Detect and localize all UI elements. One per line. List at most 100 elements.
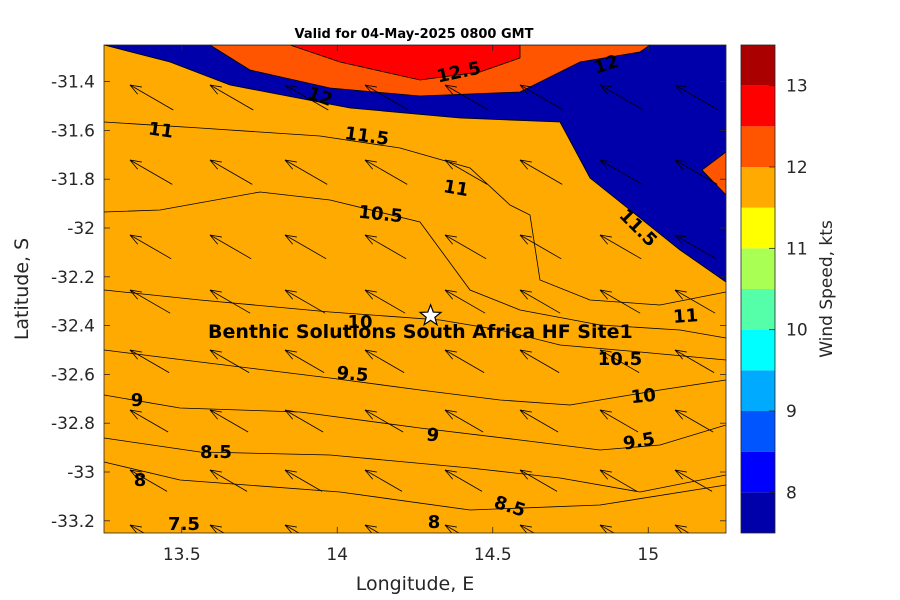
contour-label: 11	[672, 305, 698, 328]
colorbar-tick-label: 11	[786, 239, 808, 259]
wind-arrow	[209, 289, 251, 314]
wind-arrow	[444, 234, 487, 260]
site-star-marker	[418, 303, 443, 327]
colorbar-swatch	[741, 492, 775, 533]
wind-arrow	[284, 349, 325, 373]
wind-arrow	[444, 349, 485, 373]
colorbar-label: Wind Speed, kts	[817, 220, 837, 358]
contour-line	[209, 45, 651, 97]
y-tick-label: -32.4	[51, 317, 95, 337]
wind-arrow	[674, 469, 713, 492]
wind-arrow	[519, 234, 562, 260]
wind-arrow	[674, 84, 719, 111]
wind-arrow	[599, 159, 643, 185]
wind-arrow	[364, 349, 405, 373]
wind-arrow	[129, 84, 174, 111]
contour-line	[104, 45, 726, 283]
colorbar-swatch	[741, 45, 775, 86]
wind-arrow	[129, 234, 172, 260]
colorbar-tick-label: 10	[786, 321, 808, 341]
colorbar-swatch	[741, 126, 775, 167]
contour-band	[290, 45, 520, 80]
wind-arrow	[364, 159, 408, 185]
wind-arrow	[519, 159, 563, 185]
wind-arrow	[209, 234, 252, 260]
x-tick-label: 13.5	[163, 545, 201, 565]
wind-arrow	[444, 159, 488, 185]
wind-arrow	[129, 349, 170, 373]
colorbar-swatch	[741, 248, 775, 289]
wind-arrow	[129, 289, 171, 314]
contour-label: 9	[131, 390, 144, 411]
x-tick-label: 14	[326, 545, 348, 565]
wind-arrow	[519, 349, 560, 373]
wind-arrow	[599, 84, 644, 111]
wind-arrow	[519, 469, 558, 492]
wind-arrow	[599, 349, 640, 373]
contour-line	[104, 437, 726, 493]
site-label: Benthic Solutions South Africa HF Site1	[208, 321, 633, 343]
contour-label: 10	[347, 312, 372, 333]
wind-arrow	[599, 234, 642, 260]
wind-arrow	[444, 289, 486, 314]
wind-arrow	[209, 349, 250, 373]
wind-arrow	[364, 234, 407, 260]
chart-title: Valid for 04-May-2025 0800 GMT	[295, 27, 534, 42]
y-tick-label: -33.2	[51, 512, 95, 532]
y-tick-label: -31.6	[51, 121, 95, 141]
wind-arrow	[599, 289, 641, 314]
x-axis: 13.5 14 14.5 15	[163, 45, 659, 565]
wind-arrow	[599, 469, 638, 492]
contour-line	[104, 394, 726, 451]
colorbar-swatch	[741, 411, 775, 452]
wind-arrow	[674, 409, 714, 433]
wind-arrow	[519, 409, 559, 433]
y-tick-label: -32.2	[51, 268, 95, 288]
wind-arrow	[444, 409, 484, 433]
contour-line	[104, 349, 726, 406]
colorbar-swatch	[741, 329, 775, 371]
contour-line	[104, 191, 726, 339]
contour-band	[702, 152, 726, 195]
colorbar-tick-label: 8	[786, 483, 797, 503]
contour-label: 8	[428, 512, 441, 533]
contour-label: 7.5	[168, 514, 200, 535]
wind-arrow	[284, 159, 328, 185]
colorbar-frame	[740, 44, 776, 534]
y-tick-label: -31.8	[51, 170, 95, 190]
colorbar-tick-label: 9	[786, 402, 797, 422]
wind-arrow	[674, 289, 716, 314]
wind-arrow	[209, 469, 248, 492]
wind-arrow	[364, 289, 406, 314]
wind-arrow	[444, 84, 489, 111]
contour-label: 11	[442, 176, 470, 201]
wind-arrow	[519, 84, 564, 111]
contour-label: 9.5	[336, 363, 370, 387]
wind-arrow	[444, 469, 483, 492]
wind-arrow	[129, 159, 173, 185]
contour-line	[104, 121, 726, 306]
contour-label: 8.5	[200, 442, 232, 463]
wind-arrow	[674, 159, 718, 185]
y-tick-label: -32	[67, 219, 95, 239]
contour-label: 8	[134, 470, 147, 491]
y-axis-label: Latitude, S	[11, 238, 33, 340]
colorbar-swatch	[741, 370, 775, 411]
contour-line	[104, 461, 726, 511]
wind-arrow	[284, 234, 327, 260]
contour-line	[289, 45, 521, 81]
colorbar-tick-label: 13	[786, 77, 808, 97]
wind-arrow	[674, 349, 715, 373]
y-tick-label: -32.8	[51, 414, 95, 434]
wind-arrow	[129, 469, 168, 492]
contour-label: 11	[147, 118, 175, 142]
y-tick-label: -32.6	[51, 365, 95, 385]
wind-arrow	[364, 409, 404, 433]
wind-arrow	[364, 84, 409, 111]
wind-arrow	[284, 84, 329, 111]
wind-arrow	[599, 409, 639, 433]
wind-arrow	[674, 234, 717, 260]
x-tick-label: 14.5	[474, 545, 512, 565]
